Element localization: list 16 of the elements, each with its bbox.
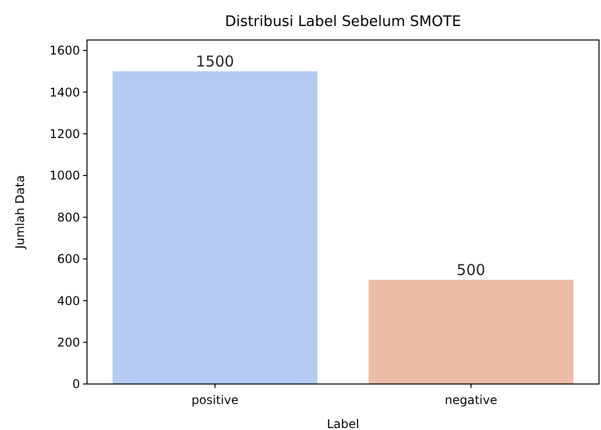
y-tick-label: 1200 bbox=[49, 127, 80, 142]
data-label: 500 bbox=[456, 260, 486, 279]
x-tick-label: positive bbox=[191, 393, 239, 407]
chart-title: Distribusi Label Sebelum SMOTE bbox=[224, 14, 462, 30]
y-tick-label: 1400 bbox=[49, 85, 80, 100]
data-label: 1500 bbox=[196, 52, 234, 70]
y-axis-title: Jumlah Data bbox=[13, 175, 27, 250]
x-axis-title: Label bbox=[326, 417, 360, 430]
y-tick-label: 400 bbox=[57, 294, 80, 308]
y-tick-label: 800 bbox=[57, 210, 80, 224]
y-tick-label: 1600 bbox=[49, 44, 80, 58]
y-tick-label: 200 bbox=[57, 336, 80, 350]
x-tick-label: negative bbox=[444, 393, 498, 407]
y-tick-label: 0 bbox=[72, 377, 80, 392]
y-tick-label: 600 bbox=[57, 252, 80, 266]
y-tick-label: 1000 bbox=[49, 168, 80, 183]
